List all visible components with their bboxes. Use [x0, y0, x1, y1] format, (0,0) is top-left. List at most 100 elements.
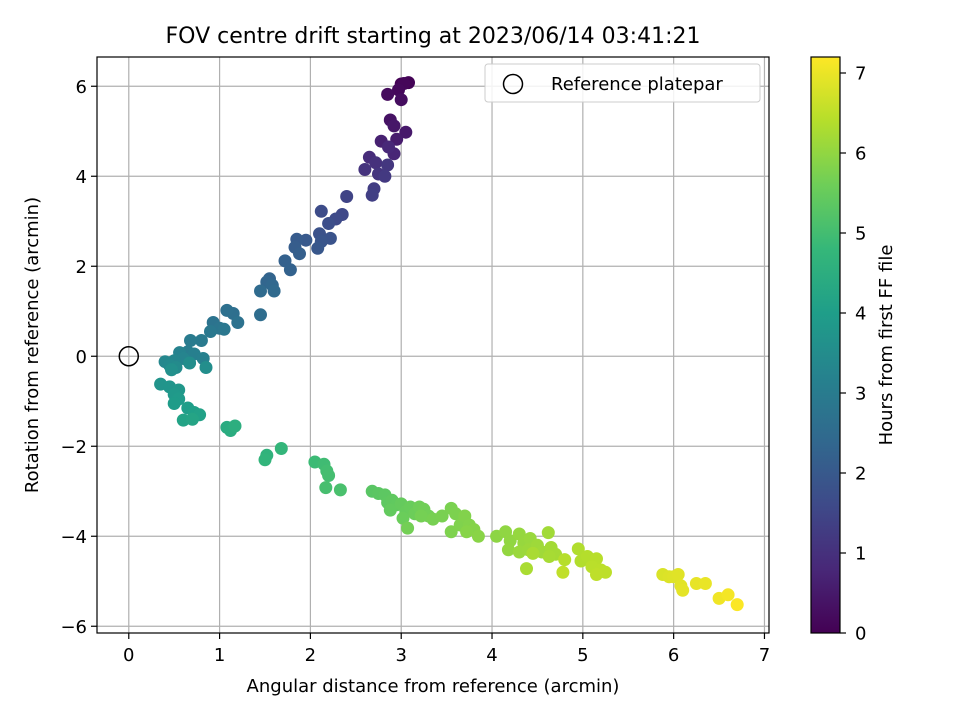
scatter-point — [322, 217, 336, 230]
scatter-point — [185, 412, 199, 426]
scatter-point — [390, 132, 404, 146]
y-tick-label: 6 — [76, 77, 87, 98]
scatter-point — [231, 316, 245, 329]
plot-area: 0 1 2 3 4 5 6 7 −6 −4 −2 0 2 4 6 — [60, 56, 770, 666]
scatter-point — [526, 546, 540, 560]
scatter-point — [254, 284, 267, 298]
scatter-point — [194, 334, 208, 347]
scatter-point — [165, 363, 178, 377]
colorbar-gradient — [811, 57, 840, 633]
colorbar-frame — [810, 56, 841, 634]
y-tick-label: 2 — [76, 257, 87, 278]
scatter-point — [399, 125, 413, 139]
scatter-point — [387, 119, 401, 133]
scatter-point — [558, 553, 572, 567]
x-tick-label: 2 — [305, 645, 316, 666]
scatter-point — [365, 188, 379, 202]
legend-entry-reference: Reference platepar — [551, 74, 723, 95]
scatter-point — [571, 542, 585, 556]
chart-title: FOV centre drift starting at 2023/06/14 … — [166, 24, 701, 49]
scatter-point — [394, 93, 408, 107]
colorbar-tick-label: 1 — [855, 544, 866, 565]
scatter-point — [314, 204, 328, 218]
scatter-point — [228, 419, 242, 433]
scatter-point — [217, 322, 231, 336]
colorbar-tick-label: 3 — [855, 384, 866, 405]
colorbar-label: Hours from first FF file — [876, 245, 897, 446]
y-axis-ticks: −6 −4 −2 0 2 4 6 — [60, 77, 97, 638]
y-tick-label: −2 — [60, 437, 87, 458]
y-axis-label: Rotation from reference (arcmin) — [22, 197, 43, 493]
scatter-point — [183, 356, 197, 370]
scatter-point — [283, 263, 297, 277]
scatter-point — [556, 565, 570, 579]
scatter-point — [520, 562, 533, 576]
y-tick-label: 0 — [76, 347, 87, 368]
y-tick-label: −4 — [60, 527, 87, 548]
scatter-point — [378, 169, 392, 183]
y-tick-label: 4 — [76, 167, 87, 188]
scatter-point — [333, 483, 347, 497]
grid — [97, 57, 769, 633]
scatter-point — [204, 325, 217, 338]
scatter-point — [501, 543, 515, 557]
scatter-point — [382, 140, 395, 154]
scatter-point — [689, 577, 703, 590]
scatter-point — [414, 509, 428, 523]
scatter-point — [435, 509, 449, 523]
legend-box — [484, 63, 761, 103]
colorbar: 0 1 2 3 4 5 6 7 Hours from first FF file — [810, 56, 897, 645]
x-tick-label: 5 — [577, 645, 588, 666]
scatter-point — [267, 284, 281, 298]
legend-marker-icon — [502, 73, 524, 95]
scatter-point — [671, 568, 685, 581]
colorbar-tick-label: 4 — [855, 304, 866, 325]
scatter-points — [154, 76, 744, 612]
colorbar-tick-label: 5 — [855, 224, 866, 245]
scatter-point — [319, 481, 333, 495]
scatter-point — [381, 158, 395, 172]
scatter-point — [542, 550, 556, 563]
plot-frame — [96, 56, 770, 634]
scatter-point — [199, 361, 213, 374]
x-tick-label: 7 — [759, 645, 770, 666]
x-axis-label: Angular distance from reference (arcmin) — [247, 676, 620, 697]
scatter-point — [274, 442, 288, 455]
scatter-point — [401, 521, 415, 535]
scatter-point — [721, 588, 735, 602]
scatter-point — [293, 247, 306, 261]
legend: Reference platepar — [484, 63, 761, 103]
colorbar-tick-label: 0 — [855, 624, 866, 645]
scatter-point — [730, 598, 744, 612]
colorbar-ticks: 0 1 2 3 4 5 6 7 — [840, 64, 866, 645]
scatter-point — [254, 308, 267, 322]
scatter-point — [383, 503, 397, 517]
x-tick-label: 4 — [486, 645, 497, 666]
colorbar-tick-label: 2 — [855, 464, 866, 485]
y-tick-label: −6 — [60, 617, 87, 638]
scatter-point — [167, 397, 181, 410]
colorbar-tick-label: 6 — [855, 144, 866, 165]
reference-platepar-marker — [118, 346, 140, 367]
scatter-point — [369, 156, 383, 170]
scatter-point — [396, 511, 410, 525]
colorbar-tick-label: 7 — [855, 64, 866, 85]
scatter-point — [358, 163, 372, 176]
scatter-point — [184, 334, 197, 347]
scatter-point — [311, 241, 325, 255]
scatter-point — [392, 83, 405, 97]
scatter-point — [541, 526, 555, 540]
scatter-point — [590, 568, 603, 581]
scatter-point — [340, 190, 354, 203]
scatter-point — [460, 525, 474, 539]
scatter-point — [471, 529, 485, 543]
x-axis-ticks: 0 1 2 3 4 5 6 7 — [123, 633, 770, 666]
x-tick-label: 0 — [123, 645, 134, 666]
scatter-point — [258, 453, 272, 467]
scatter-point — [322, 469, 336, 482]
scatter-point — [381, 87, 395, 101]
x-tick-label: 6 — [668, 645, 679, 666]
scatter-point — [676, 583, 690, 597]
x-tick-label: 3 — [395, 645, 406, 666]
